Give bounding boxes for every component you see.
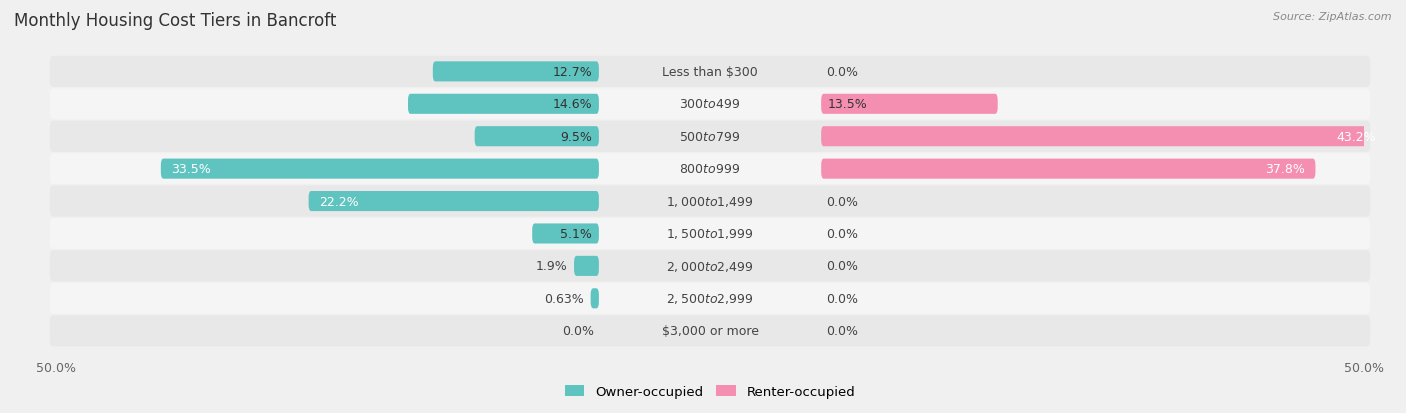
- Text: 5.1%: 5.1%: [561, 228, 592, 240]
- Text: Monthly Housing Cost Tiers in Bancroft: Monthly Housing Cost Tiers in Bancroft: [14, 12, 336, 30]
- Text: 22.2%: 22.2%: [319, 195, 359, 208]
- Text: $2,500 to $2,999: $2,500 to $2,999: [666, 292, 754, 306]
- Text: 37.8%: 37.8%: [1265, 163, 1305, 176]
- FancyBboxPatch shape: [49, 218, 1371, 249]
- FancyBboxPatch shape: [475, 127, 599, 147]
- FancyBboxPatch shape: [49, 57, 1371, 88]
- Text: 13.5%: 13.5%: [828, 98, 868, 111]
- Text: $2,000 to $2,499: $2,000 to $2,499: [666, 259, 754, 273]
- Text: $500 to $799: $500 to $799: [679, 131, 741, 143]
- Text: 0.0%: 0.0%: [827, 195, 859, 208]
- Text: 33.5%: 33.5%: [172, 163, 211, 176]
- FancyBboxPatch shape: [49, 121, 1371, 152]
- Text: $300 to $499: $300 to $499: [679, 98, 741, 111]
- FancyBboxPatch shape: [49, 89, 1371, 120]
- Text: 0.0%: 0.0%: [827, 228, 859, 240]
- Text: 14.6%: 14.6%: [553, 98, 592, 111]
- FancyBboxPatch shape: [408, 95, 599, 114]
- Text: 12.7%: 12.7%: [553, 66, 592, 79]
- Text: 0.0%: 0.0%: [827, 292, 859, 305]
- Text: $1,500 to $1,999: $1,500 to $1,999: [666, 227, 754, 241]
- FancyBboxPatch shape: [49, 283, 1371, 314]
- FancyBboxPatch shape: [574, 256, 599, 276]
- FancyBboxPatch shape: [160, 159, 599, 179]
- Text: 1.9%: 1.9%: [536, 260, 568, 273]
- FancyBboxPatch shape: [49, 251, 1371, 282]
- Text: $3,000 or more: $3,000 or more: [662, 325, 758, 337]
- FancyBboxPatch shape: [49, 316, 1371, 347]
- FancyBboxPatch shape: [821, 95, 998, 114]
- Text: $800 to $999: $800 to $999: [679, 163, 741, 176]
- FancyBboxPatch shape: [49, 154, 1371, 185]
- FancyBboxPatch shape: [591, 289, 599, 309]
- FancyBboxPatch shape: [433, 62, 599, 82]
- FancyBboxPatch shape: [49, 186, 1371, 217]
- FancyBboxPatch shape: [821, 159, 1316, 179]
- Text: 0.63%: 0.63%: [544, 292, 583, 305]
- Text: 43.2%: 43.2%: [1336, 131, 1375, 143]
- FancyBboxPatch shape: [533, 224, 599, 244]
- Text: 9.5%: 9.5%: [561, 131, 592, 143]
- FancyBboxPatch shape: [821, 127, 1386, 147]
- Text: 0.0%: 0.0%: [827, 66, 859, 79]
- Text: Less than $300: Less than $300: [662, 66, 758, 79]
- Text: $1,000 to $1,499: $1,000 to $1,499: [666, 195, 754, 209]
- FancyBboxPatch shape: [308, 192, 599, 211]
- Text: 0.0%: 0.0%: [827, 260, 859, 273]
- Text: Source: ZipAtlas.com: Source: ZipAtlas.com: [1274, 12, 1392, 22]
- Text: 0.0%: 0.0%: [827, 325, 859, 337]
- Legend: Owner-occupied, Renter-occupied: Owner-occupied, Renter-occupied: [560, 380, 860, 404]
- Text: 0.0%: 0.0%: [561, 325, 593, 337]
